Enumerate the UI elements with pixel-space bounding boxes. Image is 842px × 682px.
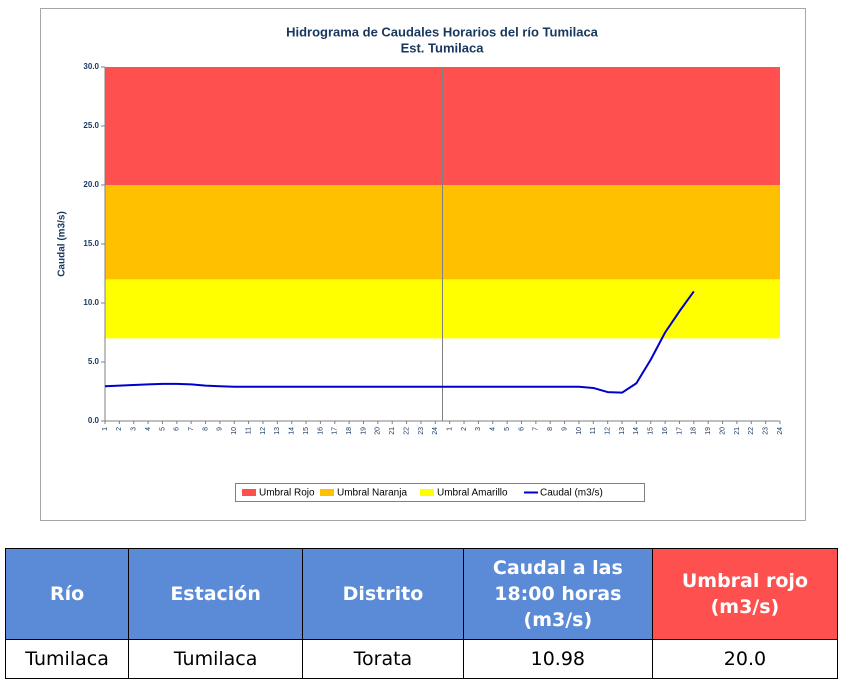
x-tick-label: 17 — [676, 427, 683, 435]
legend-label: Umbral Rojo — [259, 488, 315, 499]
x-tick-label: 5 — [159, 427, 166, 431]
x-tick-label: 18 — [691, 427, 698, 435]
header-row: Río Estación Distrito Caudal a las 18:00 ho… — [4, 548, 839, 640]
x-tick-label: 21 — [389, 427, 396, 435]
y-tick-label: 30.0 — [83, 62, 99, 71]
x-tick-label: 2 — [461, 427, 468, 431]
x-tick-label: 12 — [605, 427, 612, 435]
table-cell: Tumilaca — [128, 639, 304, 679]
x-tick-label: 8 — [547, 427, 554, 431]
legend: Umbral Rojo Umbral Naranja Umbral Amarillo… — [235, 483, 645, 502]
x-tick-label: 1 — [447, 427, 454, 431]
x-tick-label: 7 — [533, 427, 540, 431]
header-cell: Umbral rojo (m3/s) — [651, 548, 839, 640]
legend-label: Umbral Naranja — [337, 488, 407, 499]
chart: Hidrograma de Caudales Horarios del río … — [40, 8, 806, 521]
x-tick-label: 19 — [705, 427, 712, 435]
x-tick-label: 11 — [245, 427, 252, 434]
x-tick-label: 4 — [145, 427, 152, 431]
x-tick-label: 20 — [375, 427, 382, 435]
x-tick-label: 6 — [174, 427, 181, 431]
chart-title: Hidrograma de Caudales Horarios del río … — [286, 24, 599, 39]
y-tick-label: 10.0 — [83, 298, 99, 307]
x-tick-label: 15 — [648, 427, 655, 435]
table-cell: 20.0 — [651, 639, 839, 679]
header-cell: Río — [4, 548, 130, 640]
y-tick-label: 20.0 — [83, 180, 99, 189]
x-tick-label: 15 — [303, 427, 310, 435]
x-tick-label: 8 — [202, 427, 209, 431]
legend-swatch — [420, 489, 434, 496]
x-tick-label: 23 — [762, 427, 769, 435]
x-tick-label: 10 — [231, 427, 238, 435]
line-series — [104, 290, 695, 394]
x-tick-label: 24 — [777, 427, 784, 435]
x-tick-label: 24 — [432, 427, 439, 435]
x-tick-label: 6 — [518, 427, 525, 431]
header-cell: Estación — [128, 548, 304, 640]
x-tick-label: 13 — [274, 427, 281, 435]
y-tick-label: 15.0 — [83, 239, 99, 248]
x-tick-label: 3 — [131, 427, 138, 431]
y-tick-label: 5.0 — [88, 357, 100, 366]
x-tick-label: 11 — [590, 427, 597, 434]
x-tick-label: 17 — [332, 427, 339, 435]
x-tick-label: 21 — [734, 427, 741, 435]
x-tick-label: 18 — [346, 427, 353, 435]
x-tick-label: 22 — [403, 427, 410, 435]
legend-box — [235, 483, 645, 502]
x-tick-label: 1 — [102, 427, 109, 431]
x-tick-label: 20 — [719, 427, 726, 435]
y-axis-label: Caudal (m3/s) — [57, 211, 68, 277]
legend-label: Caudal (m3/s) — [540, 488, 603, 499]
x-tick-label: 3 — [475, 427, 482, 431]
x-tick-label: 13 — [619, 427, 626, 435]
table-cell: Torata — [302, 639, 464, 679]
x-tick-label: 10 — [576, 427, 583, 435]
legend-label: Umbral Amarillo — [437, 488, 508, 499]
x-tick-label: 19 — [360, 427, 367, 435]
header-cell: Distrito — [302, 548, 464, 640]
legend-swatch — [320, 489, 334, 496]
x-tick-label: 2 — [116, 427, 123, 431]
chart-subtitle: Est. Tumilaca — [401, 40, 485, 55]
x-tick-label: 9 — [561, 427, 568, 431]
x-tick-label: 16 — [317, 427, 324, 435]
x-tick-label: 16 — [662, 427, 669, 435]
x-tick-label: 22 — [748, 427, 755, 435]
x-tick-label: 9 — [217, 427, 224, 431]
table-cell: Tumilaca — [4, 639, 130, 679]
x-tick-label: 14 — [289, 427, 296, 435]
x-tick-label: 14 — [633, 427, 640, 435]
x-tick-label: 12 — [260, 427, 267, 435]
x-tick-label: 5 — [504, 427, 511, 431]
table: Río Estación Distrito Caudal a las 18:00 ho… — [4, 548, 839, 679]
legend-swatch — [242, 489, 256, 496]
header-cell: Caudal a las 18:00 horas (m3/s) — [462, 548, 653, 640]
x-tick-label: 7 — [188, 427, 195, 431]
table-cell: 10.98 — [462, 639, 653, 679]
y-tick-label: 0.0 — [88, 416, 100, 425]
x-tick-label: 23 — [418, 427, 425, 435]
x-tick-label: 4 — [490, 427, 497, 431]
y-tick-label: 25.0 — [83, 121, 99, 130]
table-row: Tumilaca Tumilaca Torata 10.98 20.0 — [4, 639, 839, 679]
